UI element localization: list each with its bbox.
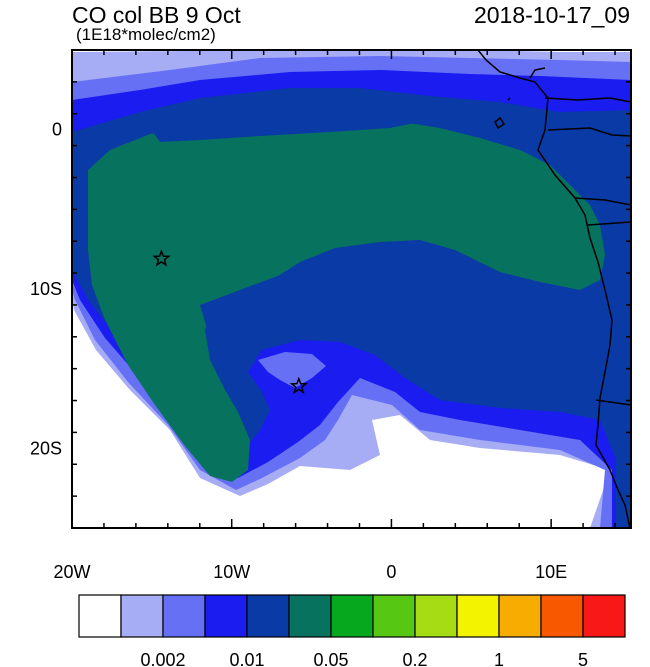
y-tick-label: 20S — [30, 438, 62, 458]
contour-level-4-inner — [200, 258, 470, 368]
colorbar-swatch-level-3 — [204, 594, 248, 638]
contour-level-2-inner — [258, 352, 326, 388]
x-axis-labels: 20W 10W 0 10E — [53, 562, 567, 582]
contour-level-5 — [88, 116, 605, 482]
timestamp-label: 2018-10-17_09 — [473, 2, 630, 28]
colorbar-swatch-level-4 — [246, 594, 290, 638]
colorbar-swatch-level-6 — [330, 594, 374, 638]
colorbar-swatch-level-1 — [120, 594, 164, 638]
co-column-field — [72, 50, 631, 528]
y-tick-label: 0 — [52, 120, 62, 140]
colorbar: 0.002 0.01 0.05 0.2 1 5 — [78, 594, 626, 667]
colorbar-label: 5 — [578, 650, 588, 667]
colorbar-swatch-level-11 — [540, 594, 584, 638]
star-marker-south — [289, 376, 308, 395]
x-tick-label: 10W — [213, 562, 250, 582]
colorbar-label: 1 — [494, 650, 504, 667]
x-tick-label: 0 — [386, 562, 396, 582]
colorbar-swatch-level-5 — [288, 594, 332, 638]
colorbar-swatch-level-9 — [456, 594, 500, 638]
colorbar-swatch-level-2 — [162, 594, 206, 638]
x-tick-label: 20W — [53, 562, 90, 582]
colorbar-label: 0.2 — [402, 650, 427, 667]
y-tick-label: 10S — [30, 279, 62, 299]
colorbar-label: 0.05 — [313, 650, 348, 667]
colorbar-swatch-above-highest — [582, 594, 626, 638]
colorbar-swatch-below-lowest — [78, 594, 122, 638]
contour-level-4-patch — [150, 110, 430, 142]
coastline-africa — [477, 50, 631, 528]
units-label: (1E18*molec/cm2) — [76, 25, 216, 44]
star-marker-west — [152, 249, 171, 267]
plot-title: CO col BB 9 Oct — [72, 2, 241, 28]
colorbar-swatch-level-10 — [498, 594, 542, 638]
map-frame — [71, 49, 632, 529]
axis-ticks — [71, 49, 631, 529]
colorbar-swatch-level-8 — [414, 594, 458, 638]
colorbar-label: 0.01 — [229, 650, 264, 667]
colorbar-label: 0.002 — [140, 650, 185, 667]
colorbar-swatch-level-7 — [372, 594, 416, 638]
location-markers — [152, 249, 308, 395]
y-axis-labels: 0 10S 20S — [30, 120, 62, 459]
x-tick-label: 10E — [535, 562, 567, 582]
